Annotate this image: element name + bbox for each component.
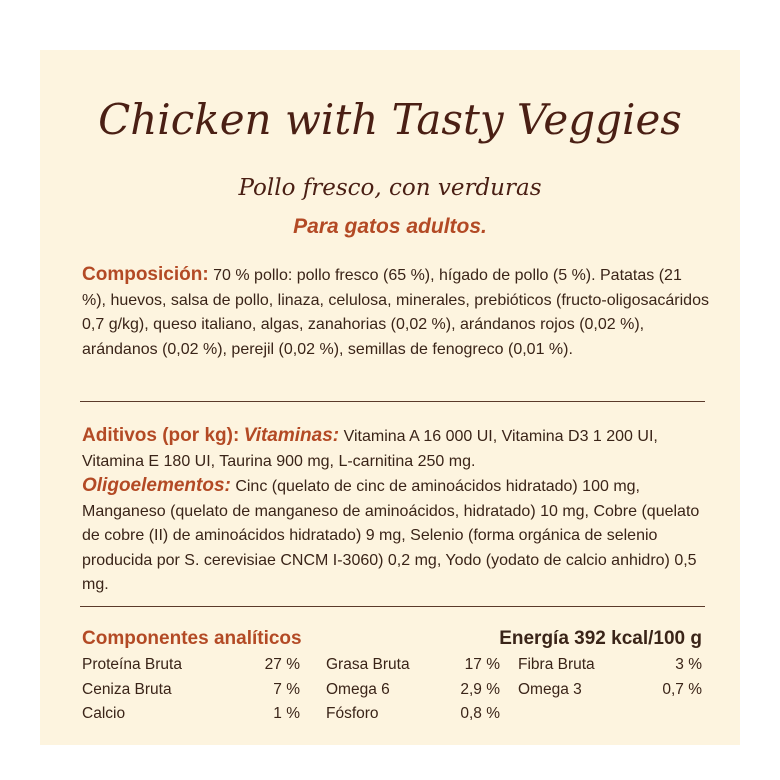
trace-text: Cinc (quelato de cinc de aminoácidos hid… <box>82 478 700 593</box>
nutrient-value: 3 % <box>675 656 702 673</box>
nutrient-name: Ceniza Bruta <box>82 680 172 698</box>
composition-text: 70 % pollo: pollo fresco (65 %), hígado … <box>82 267 709 358</box>
composition-label: Composición: <box>82 264 209 285</box>
nutrient-value: 17 % <box>464 656 500 673</box>
nutrient-name: Calcio <box>82 705 126 722</box>
nutrient-name: Omega 6 <box>326 680 390 698</box>
subtitle: Pollo fresco, con verduras <box>238 175 542 201</box>
title: Chicken with Tasty Veggies <box>98 95 682 144</box>
nutrient-name: Fósforo <box>326 705 379 722</box>
divider <box>80 401 705 402</box>
divider <box>80 606 705 607</box>
nutrient-name: Omega 3 <box>518 680 582 698</box>
additives-label: Aditivos (por kg): <box>82 425 240 446</box>
nutrient-value: 1 % <box>273 705 300 722</box>
nutrient-value: 2,9 % <box>460 680 500 698</box>
vitamins-text: Vitamina A 16 000 UI, Vitamina D3 1 200 … <box>82 428 658 470</box>
trace-label: Oligoelementos: <box>82 475 231 496</box>
nutrient-value: 27 % <box>264 656 300 673</box>
additives: Aditivos (por kg): Vitaminas: Vitamina A… <box>82 424 710 598</box>
composition: Composición: 70 % pollo: pollo fresco (6… <box>82 263 710 362</box>
nutrient-name: Grasa Bruta <box>326 656 410 673</box>
label-panel: Chicken with Tasty Veggies Pollo fresco,… <box>40 50 740 745</box>
vitamins-label: Vitaminas: <box>243 425 340 446</box>
energy: Energía 392 kcal/100 g <box>499 628 702 649</box>
nutrient-value: 0,7 % <box>662 680 702 698</box>
nutrient-value: 0,8 % <box>460 705 500 722</box>
nutrient-name: Fibra Bruta <box>518 656 595 673</box>
nutrient-name: Proteína Bruta <box>82 656 182 673</box>
audience: Para gatos adultos. <box>293 215 487 238</box>
analysis-title: Componentes analíticos <box>82 628 302 649</box>
nutrient-value: 7 % <box>273 680 300 698</box>
